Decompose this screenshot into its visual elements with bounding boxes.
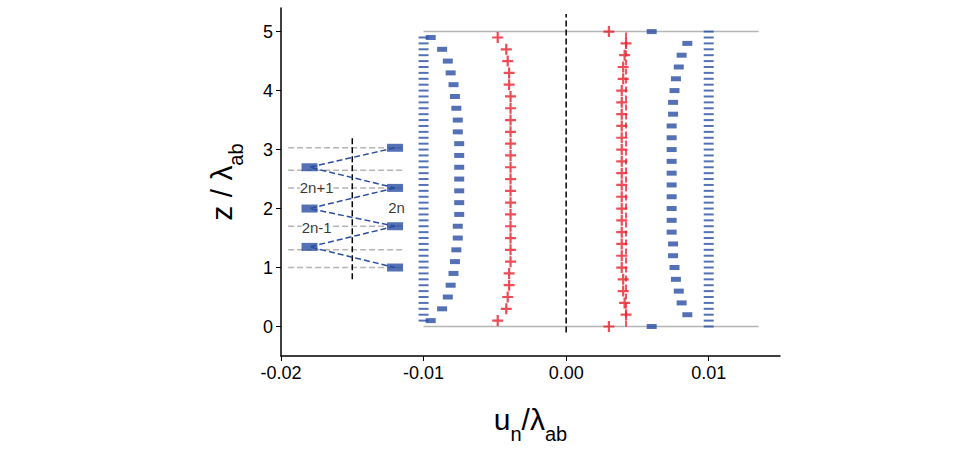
svg-text:2n+1: 2n+1 [300,179,334,196]
svg-text:ab: ab [545,423,567,445]
svg-text:2n: 2n [388,199,405,216]
svg-text:4: 4 [263,81,273,101]
svg-text:ab: ab [225,143,247,165]
svg-text:3: 3 [263,140,273,160]
svg-text:/λ: /λ [522,403,545,436]
svg-text:2n-1: 2n-1 [302,219,332,236]
svg-text:0.01: 0.01 [691,363,726,383]
svg-text:2: 2 [263,199,273,219]
svg-text:0.00: 0.00 [549,363,584,383]
svg-text:u: u [494,403,511,436]
svg-text:5: 5 [263,22,273,42]
svg-text:-0.02: -0.02 [260,363,301,383]
svg-text:-0.01: -0.01 [403,363,444,383]
svg-text:z / λ: z / λ [205,166,238,221]
svg-text:0: 0 [263,317,273,337]
svg-text:1: 1 [263,258,273,278]
svg-text:n: n [510,423,521,445]
